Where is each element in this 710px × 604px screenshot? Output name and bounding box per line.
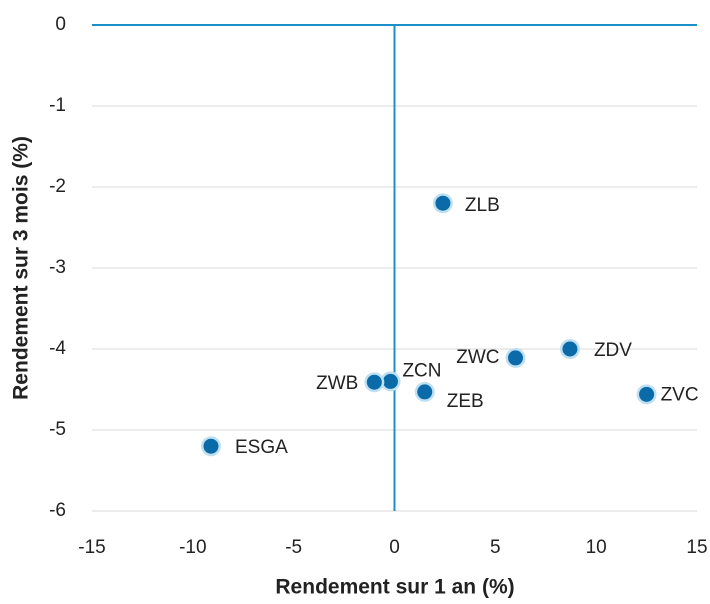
point xyxy=(382,373,398,389)
x-tick-label: -5 xyxy=(285,537,302,558)
y-tick-label: -2 xyxy=(49,176,66,197)
point-label: ZVC xyxy=(661,384,699,405)
point-label: ZWC xyxy=(456,347,499,368)
y-tick-label: -6 xyxy=(49,500,66,521)
x-tick-label: 15 xyxy=(686,537,707,558)
point-label: ZWB xyxy=(316,373,358,394)
x-tick-label: 10 xyxy=(586,537,607,558)
point-label: ZEB xyxy=(447,391,484,412)
point xyxy=(203,438,219,454)
point-label: ZLB xyxy=(465,195,500,216)
x-tick-label: -10 xyxy=(179,537,206,558)
point xyxy=(562,341,578,357)
x-tick-label: 0 xyxy=(389,537,400,558)
point xyxy=(435,195,451,211)
point-label: ZCN xyxy=(402,360,441,381)
point xyxy=(508,350,523,366)
y-tick-label: -5 xyxy=(49,419,66,440)
y-tick-label: -1 xyxy=(49,95,66,116)
point xyxy=(366,374,382,390)
x-axis-title: Rendement sur 1 an (%) xyxy=(275,576,514,599)
y-axis-title: Rendement sur 3 mois (%) xyxy=(10,136,33,400)
point-label: ZDV xyxy=(594,340,632,361)
y-tick-label: 0 xyxy=(55,14,66,35)
x-tick-label: 5 xyxy=(490,537,501,558)
point-label: ESGA xyxy=(235,437,288,458)
y-tick-label: -3 xyxy=(49,257,66,278)
x-tick-label: -15 xyxy=(78,537,105,558)
point xyxy=(417,384,433,400)
point xyxy=(639,386,655,402)
y-tick-label: -4 xyxy=(49,338,66,359)
